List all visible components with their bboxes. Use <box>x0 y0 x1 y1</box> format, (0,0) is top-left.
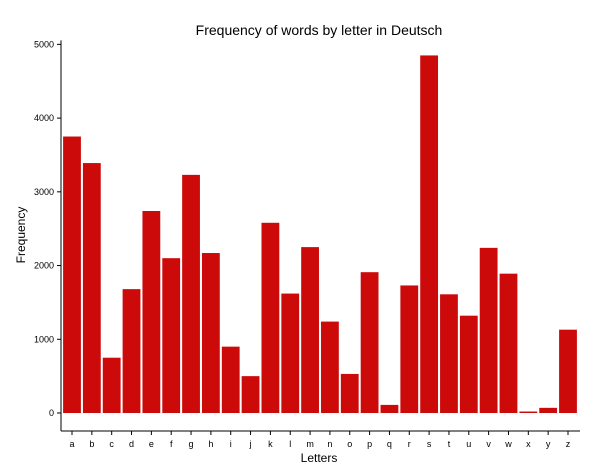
bar-u <box>459 315 478 413</box>
bar-f <box>162 258 181 413</box>
bar-v <box>479 247 498 413</box>
bar-k <box>261 222 280 413</box>
y-tick-label: 5000 <box>34 39 54 49</box>
bar-z <box>559 329 577 413</box>
bar-y <box>539 407 558 413</box>
x-tick-label: i <box>230 439 232 449</box>
bar-g <box>182 174 200 413</box>
bar-q <box>380 404 399 413</box>
x-tick-label: o <box>347 439 352 449</box>
bar-r <box>400 285 419 413</box>
x-tick-label: c <box>109 439 114 449</box>
x-tick-label: r <box>408 439 411 449</box>
chart-title: Frequency of words by letter in Deutsch <box>196 22 443 38</box>
x-tick-label: z <box>566 439 571 449</box>
bar-o <box>340 373 359 413</box>
bar-h <box>201 253 220 413</box>
x-tick-label: j <box>249 439 252 449</box>
y-tick-label: 2000 <box>34 261 54 271</box>
bar-m <box>301 247 319 413</box>
x-tick-label: w <box>504 439 512 449</box>
x-tick-label: n <box>327 439 332 449</box>
bars <box>63 55 577 414</box>
bar-j <box>241 376 260 413</box>
bar-a <box>63 136 81 413</box>
bar-c <box>102 357 121 413</box>
bar-s <box>420 55 439 414</box>
bar-p <box>360 272 379 413</box>
x-tick-label: a <box>69 439 74 449</box>
bar-b <box>82 163 101 413</box>
y-tick-label: 0 <box>49 408 54 418</box>
x-tick-label: x <box>526 439 531 449</box>
x-tick-label: m <box>306 439 314 449</box>
x-tick-label: p <box>367 439 372 449</box>
x-tick-label: t <box>448 439 451 449</box>
bar-i <box>221 346 240 413</box>
bar-e <box>142 210 161 413</box>
x-tick-label: e <box>149 439 154 449</box>
x-axis-label: Letters <box>301 451 338 465</box>
y-axis: 0 1000 2000 3000 4000 5000 <box>34 39 62 431</box>
y-tick-label: 1000 <box>34 334 54 344</box>
bar-d <box>122 289 141 413</box>
x-tick-label: u <box>466 439 471 449</box>
x-tick-label: v <box>486 439 491 449</box>
bar-w <box>499 273 518 413</box>
x-tick-label: b <box>89 439 94 449</box>
bar-x <box>519 411 538 413</box>
x-tick-label: s <box>427 439 432 449</box>
bar-l <box>281 293 300 413</box>
x-tick-label: q <box>387 439 392 449</box>
y-axis-label: Frequency <box>14 207 28 264</box>
x-tick-label: y <box>546 439 551 449</box>
x-tick-label: g <box>189 439 194 449</box>
x-tick-label: l <box>289 439 291 449</box>
x-tick-label: f <box>170 439 173 449</box>
bar-n <box>321 321 339 413</box>
y-tick-label: 4000 <box>34 113 54 123</box>
x-axis: a b c d e f g h i j k l m n o p q r s t u v w x y z <box>61 430 580 449</box>
x-tick-label: d <box>129 439 134 449</box>
bar-t <box>440 294 458 413</box>
y-tick-label: 3000 <box>34 187 54 197</box>
x-tick-label: h <box>208 439 213 449</box>
x-tick-label: k <box>268 439 273 449</box>
